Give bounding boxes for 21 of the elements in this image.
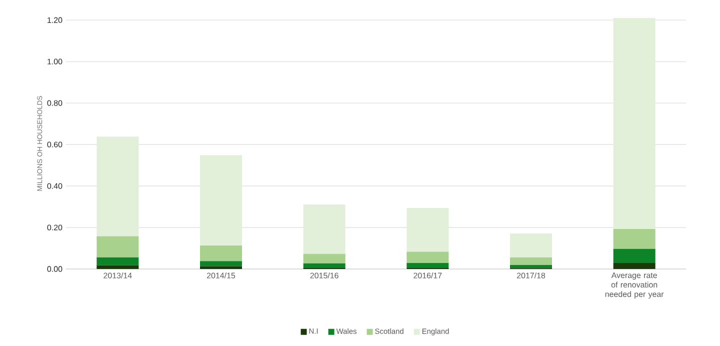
bar xyxy=(200,155,242,246)
bar xyxy=(96,265,139,269)
bar xyxy=(406,252,449,263)
bar xyxy=(200,261,242,266)
bar xyxy=(96,136,139,236)
bar xyxy=(613,248,656,263)
bar xyxy=(303,204,346,254)
bar xyxy=(303,263,346,268)
bar xyxy=(96,236,139,258)
bar xyxy=(96,257,139,266)
bar xyxy=(200,266,242,269)
bar xyxy=(613,18,656,229)
bar xyxy=(510,234,552,258)
bar xyxy=(613,228,656,249)
bar xyxy=(200,246,242,262)
bar xyxy=(303,254,346,264)
bar xyxy=(510,257,552,266)
bar xyxy=(406,208,449,252)
bar xyxy=(510,265,552,268)
bar xyxy=(406,262,449,268)
bar xyxy=(613,262,656,269)
